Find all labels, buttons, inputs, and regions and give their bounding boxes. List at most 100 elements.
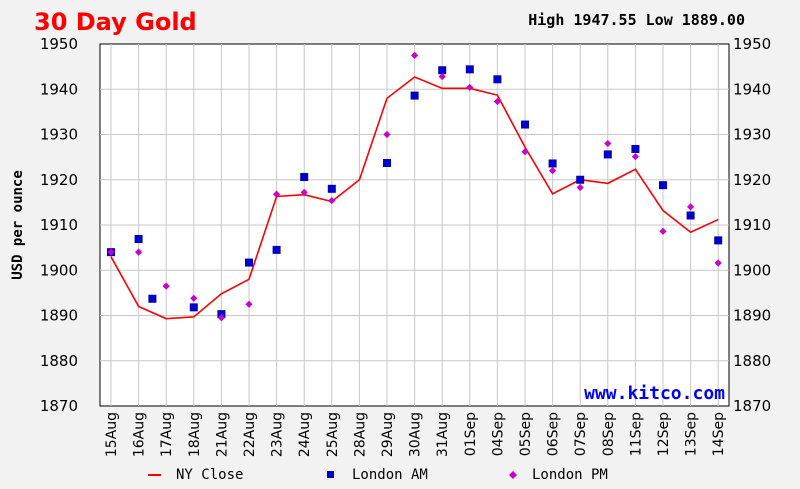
london-pm-point: [631, 153, 639, 161]
london-pm-point: [659, 227, 667, 235]
y-tick-label-right: 1950: [733, 35, 771, 53]
watermark: www.kitco.com: [584, 383, 725, 404]
london-am-point: [148, 294, 157, 303]
london-am-point: [189, 303, 198, 312]
london-am-point: [521, 120, 529, 129]
london-am-series: [107, 65, 723, 319]
legend-london-am-swatch: [327, 471, 334, 478]
london-am-point: [300, 173, 309, 182]
london-am-point: [603, 150, 612, 159]
london-am-point: [493, 75, 502, 84]
london-am-point: [217, 310, 226, 319]
legend: NY Close London AM London PM: [148, 467, 608, 483]
x-tick-label: 22Aug: [242, 412, 258, 457]
london-am-point: [272, 245, 281, 254]
london-pm-point: [273, 190, 281, 198]
london-am-point: [548, 159, 557, 168]
y-tick-label-left: 1940: [40, 80, 78, 98]
x-tick-label: 28Aug: [352, 412, 368, 457]
legend-ny-close-label: NY Close: [176, 467, 243, 483]
y-axis-left: 1870 1880 1890 1900 1910 1920 1930 1940 1950: [40, 35, 78, 415]
london-pm-point: [549, 167, 557, 175]
london-pm-point: [521, 148, 529, 156]
london-pm-point: [245, 300, 253, 308]
x-tick-label: 18Aug: [187, 412, 203, 457]
y-axis-label: USD per ounce: [10, 170, 26, 280]
x-tick-label: 04Sep: [490, 412, 506, 456]
x-axis: 15Aug 16Aug 17Aug 18Aug 21Aug 22Aug 23Aug 24Aug…: [104, 412, 727, 457]
x-tick-label: 30Aug: [408, 412, 424, 457]
ny-close-series: [110, 76, 719, 320]
london-pm-point: [107, 248, 115, 256]
london-pm-point: [190, 294, 198, 302]
ny-close-line: [110, 76, 719, 320]
london-pm-point: [411, 51, 419, 59]
y-tick-label-left: 1950: [40, 35, 78, 53]
london-am-point: [383, 159, 391, 168]
x-tick-label: 24Aug: [297, 412, 313, 457]
y-axis-right: 1870 1880 1890 1900 1910 1920 1930 1940 1950: [733, 35, 771, 415]
london-am-point: [134, 235, 143, 244]
london-pm-point: [162, 282, 170, 290]
london-am-point: [714, 236, 723, 245]
x-tick-label: 07Sep: [573, 412, 589, 456]
london-pm-point: [714, 259, 722, 267]
london-pm-point: [604, 139, 612, 148]
london-pm-point: [438, 72, 446, 81]
x-tick-label: 12Sep: [656, 412, 672, 456]
y-tick-label-left: 1880: [40, 352, 78, 370]
london-am-point: [465, 65, 474, 74]
grid-lines: [100, 44, 729, 406]
london-pm-point: [217, 314, 225, 322]
x-tick-label: 05Sep: [518, 412, 534, 456]
x-tick-label: 21Aug: [214, 412, 230, 457]
y-tick-label-right: 1870: [733, 397, 771, 415]
london-pm-point: [135, 248, 143, 256]
london-am-point: [438, 66, 447, 75]
legend-london-pm-swatch: [509, 471, 517, 479]
london-pm-series: [107, 51, 722, 322]
london-am-point: [410, 91, 419, 100]
x-tick-label: 11Sep: [628, 412, 644, 456]
london-am-point: [659, 181, 667, 190]
x-tick-label: 13Sep: [684, 412, 700, 456]
chart-title: 30 Day Gold: [34, 8, 197, 36]
london-am-point: [327, 184, 336, 193]
london-pm-point: [687, 203, 695, 211]
y-tick-label-left: 1890: [40, 307, 78, 325]
x-tick-label: 25Aug: [325, 412, 341, 457]
x-tick-label: 23Aug: [270, 412, 286, 457]
y-tick-label-right: 1940: [733, 80, 771, 98]
low-label: Low: [646, 11, 674, 29]
y-tick-label-right: 1890: [733, 307, 771, 325]
x-tick-label: 01Sep: [463, 412, 479, 456]
y-tick-label-left: 1900: [40, 261, 78, 279]
high-value: 1947.55: [573, 11, 636, 29]
y-tick-label-right: 1910: [733, 216, 771, 234]
london-pm-point: [383, 130, 391, 139]
x-tick-label: 29Aug: [380, 412, 396, 457]
x-tick-label: 16Aug: [132, 412, 148, 457]
legend-london-pm-label: London PM: [532, 467, 608, 483]
y-tick-label-left: 1910: [40, 216, 78, 234]
london-am-point: [631, 144, 640, 153]
london-am-point: [576, 175, 585, 184]
x-tick-label: 31Aug: [435, 412, 451, 457]
high-label: High: [528, 11, 564, 29]
y-tick-label-left: 1920: [40, 171, 78, 189]
high-low-readout: High 1947.55 Low 1889.00: [528, 11, 745, 29]
low-value: 1889.00: [682, 11, 745, 29]
x-tick-label: 15Aug: [104, 412, 120, 457]
x-tick-label: 14Sep: [711, 412, 727, 456]
y-tick-label-right: 1930: [733, 126, 771, 144]
london-pm-point: [300, 188, 308, 197]
london-am-point: [245, 258, 253, 267]
london-pm-point: [576, 183, 584, 192]
y-tick-label-right: 1920: [733, 171, 771, 189]
x-tick-label: 06Sep: [546, 412, 562, 456]
legend-london-am-label: London AM: [352, 467, 428, 483]
london-pm-point: [466, 83, 474, 92]
x-tick-label: 08Sep: [601, 412, 617, 456]
